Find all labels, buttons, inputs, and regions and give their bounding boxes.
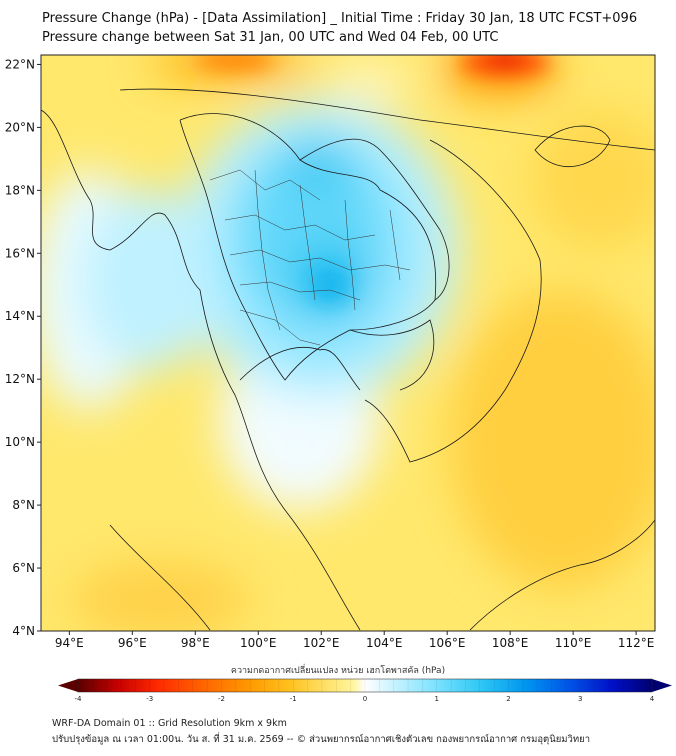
border-laos — [299, 138, 450, 301]
lon-tick-label: 112°E — [618, 636, 655, 650]
province-borders — [209, 169, 411, 346]
lon-tick-label: 100°E — [240, 636, 277, 650]
lat-tick-label: 8°N — [12, 498, 35, 512]
lat-tick-label: 12°N — [5, 372, 35, 386]
coastline-vietnam — [364, 139, 542, 463]
colorbar-tick-label: 0 — [363, 695, 367, 703]
pressure-field — [41, 55, 655, 631]
colorbar-gradient — [78, 679, 652, 692]
lat-tick-label: 18°N — [5, 183, 35, 197]
lat-tick-label: 14°N — [5, 309, 35, 323]
lat-tick-label: 20°N — [5, 120, 35, 134]
lon-tick-label: 104°E — [366, 636, 403, 650]
footer-update-info: ปรับปรุงข้อมูล ณ เวลา 01:00น. วัน ส. ที่… — [52, 734, 591, 745]
colorbar-tick-label: 1 — [435, 695, 439, 703]
colorbar: -4 -3 -2 -1 0 1 2 3 4 — [58, 678, 672, 703]
latitude-axis: 22°N 20°N 18°N 16°N 14°N 12°N 10°N 8°N 6°N 4°N — [5, 57, 41, 638]
coastline-borneo — [469, 519, 655, 631]
coastlines-borders — [41, 88, 655, 631]
colorbar-ticks: -4 -3 -2 -1 0 1 2 3 4 — [75, 679, 655, 703]
lon-tick-label: 108°E — [492, 636, 529, 650]
lon-tick-label: 106°E — [429, 636, 466, 650]
coastline-hainan — [534, 125, 611, 167]
lat-tick-label: 22°N — [5, 57, 35, 71]
lon-tick-label: 96°E — [118, 636, 147, 650]
lon-tick-label: 110°E — [555, 636, 592, 650]
lat-tick-label: 10°N — [5, 435, 35, 449]
colorbar-tick-label: -3 — [146, 695, 153, 703]
map-frame — [40, 54, 656, 632]
lat-tick-label: 4°N — [12, 624, 35, 638]
colorbar-tick-label: -1 — [290, 695, 297, 703]
colorbar-tick-label: -2 — [218, 695, 225, 703]
coastline-myanmar-thai-malay — [41, 109, 361, 631]
map-subtitle: Pressure change between Sat 31 Jan, 00 U… — [42, 30, 499, 45]
lon-tick-label: 94°E — [55, 636, 84, 650]
lat-tick-label: 16°N — [5, 246, 35, 260]
map-title: Pressure Change (hPa) - [Data Assimilati… — [42, 11, 638, 26]
colorbar-tick-label: 4 — [650, 695, 655, 703]
longitude-axis: 94°E 96°E 98°E 100°E 102°E 104°E 106°E 108°E 110… — [55, 631, 654, 650]
border-thailand — [179, 113, 437, 381]
colorbar-extend-low — [58, 679, 78, 692]
border-cambodia — [349, 319, 435, 391]
border-china-north — [119, 88, 655, 151]
colorbar-tick-label: 2 — [506, 695, 510, 703]
lat-tick-label: 6°N — [12, 561, 35, 575]
colorbar-tick-label: -4 — [75, 695, 83, 703]
colorbar-extend-high — [652, 679, 672, 692]
coastline-sumatra — [109, 524, 211, 631]
colorbar-outline — [77, 678, 653, 693]
colorbar-title: ความกดอากาศเปลี่ยนแปลง หน่วย เฮกโตพาสคัล… — [230, 666, 446, 676]
lon-tick-label: 102°E — [303, 636, 340, 650]
lon-tick-label: 98°E — [181, 636, 210, 650]
footer-domain-info: WRF-DA Domain 01 :: Grid Resolution 9km … — [52, 718, 287, 729]
colorbar-tick-label: 3 — [578, 695, 582, 703]
coastline-gulf-of-thailand — [239, 346, 361, 391]
